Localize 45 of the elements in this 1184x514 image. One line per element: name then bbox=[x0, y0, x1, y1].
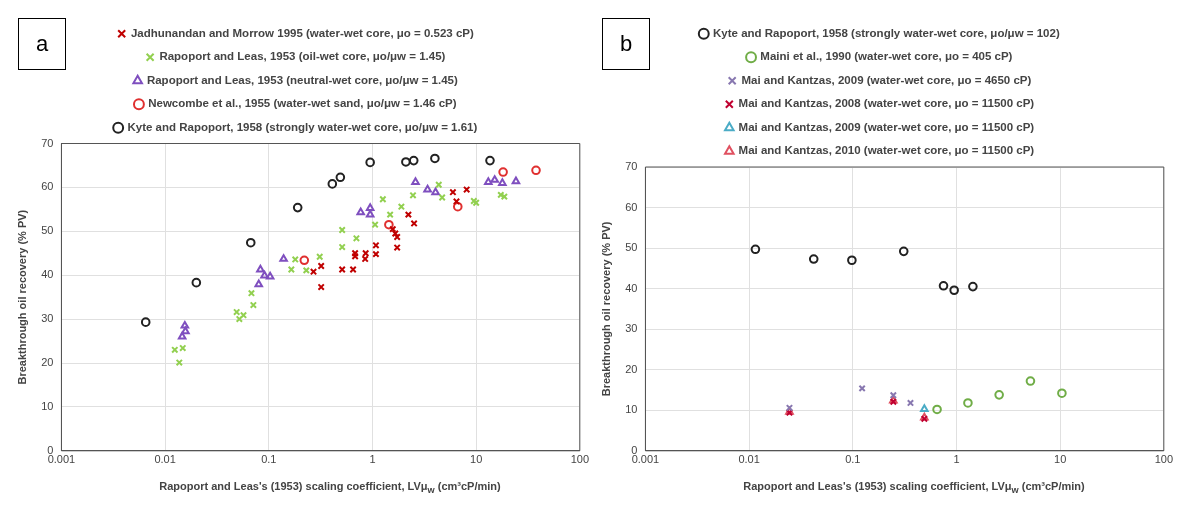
y-tick-label: 20 bbox=[625, 362, 638, 375]
text: b bbox=[602, 18, 650, 70]
y-tick-label: 40 bbox=[625, 281, 638, 294]
legend-label: Mai and Kantzas, 2009 (water-wet core, μo = 4650 cP) bbox=[741, 73, 1032, 86]
y-tick-label: 0 bbox=[631, 443, 638, 456]
y-tick-label: 70 bbox=[41, 136, 54, 149]
y-tick-label: 40 bbox=[41, 268, 54, 281]
y-tick-label: 0 bbox=[47, 443, 54, 456]
legend-label: Mai and Kantzas, 2008 (water-wet core, μo = 11500 cP) bbox=[738, 97, 1035, 110]
y-tick-label: 60 bbox=[41, 180, 54, 193]
x-tick-label: 0.1 bbox=[845, 453, 861, 466]
y-tick-label: 30 bbox=[41, 312, 54, 325]
y-tick-label: 50 bbox=[625, 241, 638, 254]
x-tick-label: 0.001 bbox=[47, 453, 76, 466]
text: a bbox=[18, 18, 66, 70]
legend-label: Rapoport and Leas, 1953 (neutral-wet core, μo/μw = 1.45) bbox=[146, 73, 459, 86]
y-axis-title: Breakthrough oil recovery (% PV) bbox=[599, 221, 612, 397]
y-tick-label: 10 bbox=[41, 399, 54, 412]
x-axis-title: Rapoport and Leas's (1953) scaling coefficient, LVμ$_{w}$ (cm³cP/min) bbox=[742, 480, 1086, 496]
legend-label: Newcombe et al., 1955 (water-wet sand, μo/μw = 1.46 cP) bbox=[148, 97, 457, 110]
x-tick-label: 0.01 bbox=[738, 453, 760, 466]
legend-label: Kyte and Rapoport, 1958 (strongly water-wet core, μo/μw = 102) bbox=[713, 26, 1060, 39]
y-tick-label: 70 bbox=[625, 160, 638, 173]
x-axis-title: Rapoport and Leas's (1953) scaling coefficient, LVμ$_{w}$ (cm³cP/min) bbox=[158, 480, 502, 496]
x-tick-label: 10 bbox=[470, 453, 483, 466]
x-tick-label: 0.1 bbox=[261, 453, 277, 466]
y-tick-label: 20 bbox=[41, 356, 54, 369]
legend-label: Jadhunandan and Morrow 1995 (water-wet core, μo = 0.523 cP) bbox=[130, 26, 474, 39]
y-axis-title: Breakthrough oil recovery (% PV) bbox=[15, 209, 28, 385]
legend-label: Kyte and Rapoport, 1958 (strongly water-wet core, μo/μw = 1.61) bbox=[127, 120, 478, 133]
y-tick-label: 50 bbox=[41, 224, 54, 237]
y-tick-label: 10 bbox=[625, 403, 638, 416]
x-tick-label: 1 bbox=[953, 453, 960, 466]
y-tick-label: 60 bbox=[625, 200, 638, 213]
y-tick-label: 30 bbox=[625, 322, 638, 335]
x-tick-label: 10 bbox=[1054, 453, 1067, 466]
x-tick-label: 0.01 bbox=[154, 453, 176, 466]
legend-label: Mai and Kantzas, 2009 (water-wet core, μo = 11500 cP) bbox=[738, 120, 1035, 133]
legend-label: Rapoport and Leas, 1953 (oil-wet core, μo/μw = 1.45) bbox=[159, 50, 446, 63]
legend-label: Maini et al., 1990 (water-wet core, μo = 405 cP) bbox=[760, 50, 1013, 63]
x-tick-label: 0.001 bbox=[631, 453, 660, 466]
x-tick-label: 100 bbox=[1154, 453, 1173, 466]
legend-label: Mai and Kantzas, 2010 (water-wet core, μo = 11500 cP) bbox=[738, 144, 1035, 157]
x-tick-label: 1 bbox=[369, 453, 376, 466]
x-tick-label: 100 bbox=[570, 453, 589, 466]
